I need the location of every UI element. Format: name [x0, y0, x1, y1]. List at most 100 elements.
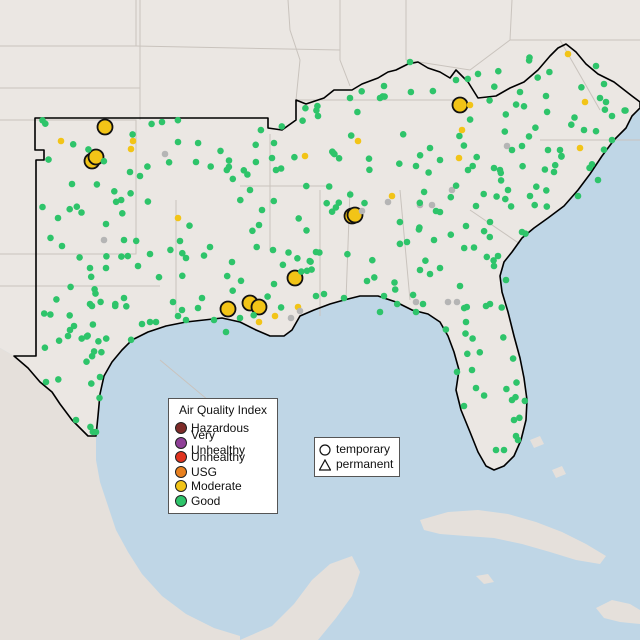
- permanent-good-site: [476, 349, 484, 356]
- permanent-good-site: [146, 250, 154, 258]
- permanent-good-site: [366, 166, 373, 174]
- permanent-good-site: [252, 158, 260, 166]
- permanent-good-site: [502, 276, 510, 284]
- permanent-good-site: [120, 236, 128, 244]
- state-border-line: [0, 200, 137, 255]
- permanent-good-site: [486, 97, 493, 104]
- permanent-good-site: [70, 322, 78, 330]
- legend-item-temporary: temporary: [319, 442, 395, 457]
- permanent-good-site: [346, 94, 354, 102]
- permanent-good-site: [217, 147, 224, 155]
- permanent-good-site: [571, 114, 578, 121]
- permanent-good-site: [416, 266, 424, 274]
- permanent-good-site: [391, 286, 399, 293]
- permanent-good-site: [543, 187, 550, 194]
- permanent-good-site: [520, 103, 528, 110]
- permanent-good-site: [278, 123, 286, 130]
- permanent-good-site: [526, 54, 533, 61]
- permanent-good-site: [88, 302, 96, 310]
- permanent-good-site: [380, 292, 388, 300]
- permanent-good-site: [512, 393, 519, 401]
- permanent-good-site: [430, 236, 438, 244]
- moderate-swatch-icon: [175, 480, 187, 493]
- permanent-good-site: [514, 436, 522, 444]
- permanent-good-site: [602, 98, 610, 106]
- permanent-good-site: [250, 311, 257, 319]
- permanent-good-site: [500, 446, 508, 454]
- permanent-good-site: [132, 237, 140, 245]
- state-border-line: [339, 0, 351, 87]
- temporary-moderate-site: [286, 269, 304, 287]
- permanent-good-site: [621, 107, 628, 114]
- permanent-good-site: [272, 166, 280, 174]
- permanent-good-site: [508, 146, 516, 154]
- permanent-good-site: [129, 131, 136, 138]
- permanent-good-site: [596, 94, 604, 102]
- permanent-good-site: [270, 280, 278, 288]
- permanent-good-site: [422, 257, 429, 265]
- permanent-good-site: [144, 198, 152, 205]
- permanent-good-site: [558, 153, 565, 160]
- permanent-good-site: [502, 111, 510, 118]
- permanent-good-site: [480, 227, 488, 235]
- permanent-good-site: [363, 277, 371, 285]
- permanent-good-site: [102, 335, 110, 342]
- legend-item-good: Good: [175, 494, 271, 509]
- permanent-good-site: [92, 290, 99, 297]
- permanent-good-site: [507, 203, 515, 210]
- legend-item-permanent: permanent: [319, 457, 395, 472]
- legend-item-label: Hazardous: [191, 421, 250, 435]
- permanent-good-site: [134, 262, 142, 270]
- hispaniola-landmass: [596, 600, 640, 624]
- permanent-good-site: [279, 261, 287, 269]
- permanent-good-site: [207, 163, 214, 170]
- permanent-good-site: [55, 376, 62, 383]
- permanent-good-site: [294, 254, 301, 262]
- permanent-good-site: [486, 233, 494, 241]
- cuba-landmass: [420, 510, 606, 564]
- permanent-good-site: [463, 303, 471, 311]
- permanent-good-site: [501, 128, 509, 135]
- permanent-good-site: [369, 256, 376, 264]
- permanent-good-site: [124, 252, 132, 260]
- permanent-good-site: [494, 252, 502, 260]
- permanent-good-site: [42, 120, 49, 127]
- permanent-no-data-site: [448, 186, 456, 194]
- permanent-good-site: [102, 220, 110, 228]
- permanent-good-site: [462, 318, 470, 326]
- permanent-good-site: [412, 162, 420, 170]
- permanent-good-site: [600, 146, 608, 153]
- permanent-good-site: [89, 428, 97, 436]
- permanent-good-site: [480, 190, 488, 198]
- permanent-good-site: [158, 118, 166, 126]
- permanent-good-site: [228, 258, 236, 266]
- permanent-good-site: [45, 156, 52, 163]
- permanent-good-site: [608, 112, 616, 120]
- permanent-good-site: [491, 83, 498, 90]
- permanent-good-site: [470, 244, 478, 251]
- permanent-moderate-site: [581, 98, 589, 106]
- permanent-good-site: [41, 344, 49, 352]
- permanent-moderate-site: [255, 318, 263, 326]
- permanent-good-site: [76, 254, 83, 261]
- permanent-good-site: [472, 202, 480, 210]
- permanent-good-site: [78, 335, 85, 342]
- permanent-good-site: [83, 358, 90, 366]
- permanent-good-site: [416, 199, 424, 207]
- permanent-good-site: [588, 161, 596, 168]
- legend-item-label: Moderate: [191, 479, 242, 493]
- permanent-good-site: [497, 169, 505, 177]
- permanent-good-site: [543, 108, 551, 116]
- permanent-good-site: [103, 252, 110, 260]
- permanent-good-site: [464, 350, 471, 358]
- permanent-good-site: [483, 253, 491, 261]
- permanent-good-site: [246, 186, 254, 194]
- permanent-good-site: [480, 392, 488, 399]
- permanent-good-site: [516, 88, 524, 96]
- permanent-good-site: [464, 166, 472, 174]
- permanent-good-site: [335, 199, 343, 206]
- permanent-good-site: [307, 258, 314, 266]
- permanent-good-site: [546, 68, 553, 76]
- permanent-good-site: [194, 139, 202, 147]
- permanent-good-site: [194, 304, 202, 312]
